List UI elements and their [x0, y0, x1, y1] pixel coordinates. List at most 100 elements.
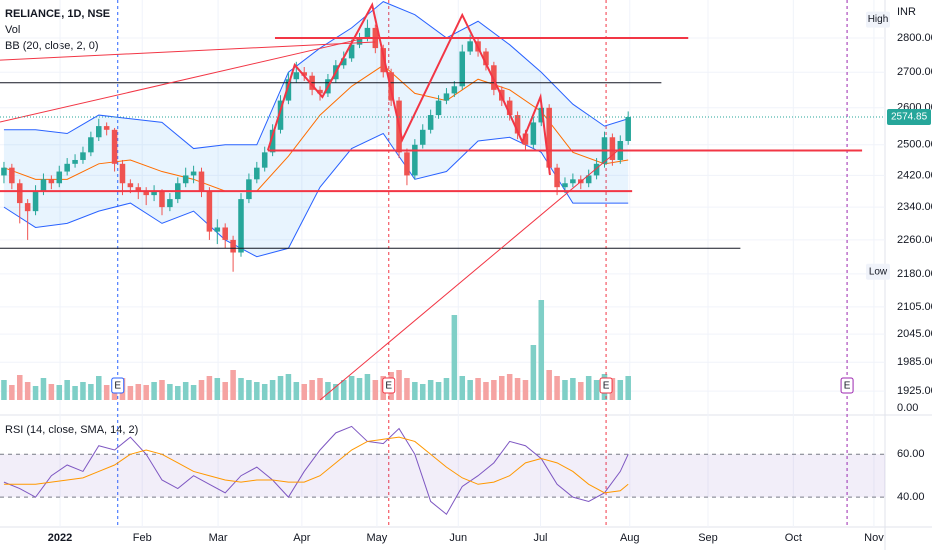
- candle-body: [483, 51, 489, 66]
- candle-body: [593, 163, 600, 176]
- x-tick-label: Jul: [533, 532, 547, 544]
- candle-body: [277, 100, 284, 130]
- candle-body: [80, 152, 86, 160]
- y-tick-label: 2045.00: [897, 328, 932, 340]
- volume-bar: [56, 385, 63, 400]
- volume-bar: [538, 300, 545, 400]
- volume-bar: [546, 370, 552, 400]
- volume-bar: [593, 380, 600, 400]
- rsi-band: [0, 454, 885, 498]
- volume-bar: [230, 370, 236, 400]
- volume-bar: [206, 376, 213, 400]
- candle-body: [182, 175, 189, 184]
- volume-bar: [309, 380, 315, 400]
- candle-body: [103, 126, 110, 130]
- volume-label: Vol: [5, 24, 20, 36]
- x-tick-label: 2022: [48, 532, 72, 544]
- volume-bar: [80, 382, 86, 400]
- trend-line: [266, 2, 551, 176]
- event-box: [840, 377, 854, 394]
- volume-bar: [293, 382, 300, 400]
- candle-body: [32, 191, 39, 212]
- rsi-tick-label: 40.00: [897, 491, 925, 503]
- volume-bar: [404, 378, 410, 400]
- candle-body: [340, 58, 347, 66]
- volume-bar: [222, 382, 228, 400]
- candle-body: [419, 129, 426, 145]
- symbol: RELIANCE, 1D, NSE: [5, 8, 110, 20]
- candle-body: [24, 203, 31, 212]
- volume-bar: [459, 376, 466, 400]
- candle-body: [317, 89, 323, 94]
- volume-bar: [506, 374, 513, 400]
- volume-bar: [585, 376, 592, 400]
- volume-bar: [88, 384, 94, 400]
- candle-body: [261, 152, 268, 168]
- volume-bar: [498, 376, 505, 400]
- volume-bar: [348, 376, 355, 400]
- last-price-label: 2574.85: [891, 112, 928, 123]
- volume-bar: [64, 380, 70, 400]
- candle-body: [9, 167, 15, 184]
- bb-lower: [3, 132, 629, 258]
- event-label: E: [114, 381, 121, 392]
- candle-body: [554, 167, 560, 188]
- candle-body: [585, 175, 592, 184]
- candle-body: [96, 126, 102, 138]
- y-tick-label: 1925.00: [897, 385, 932, 397]
- candle-body: [404, 152, 410, 176]
- volume-bar: [317, 378, 323, 400]
- volume-tick-label: 0.00: [897, 402, 918, 414]
- volume-bar: [96, 376, 102, 400]
- candle-body: [88, 137, 94, 153]
- volume-bar: [578, 382, 584, 400]
- volume-bar: [356, 378, 363, 400]
- y-tick-label: 2420.00: [897, 169, 932, 181]
- rsi-tick-label: 60.00: [897, 448, 925, 460]
- rsi-label: RSI (14, close, SMA, 14, 2): [5, 424, 138, 436]
- high-label: High: [868, 14, 889, 25]
- candle-body: [222, 227, 228, 240]
- candle-body: [238, 199, 244, 253]
- volume-bar: [514, 378, 521, 400]
- volume-bar: [427, 380, 434, 400]
- candle-body: [230, 239, 236, 253]
- volume-bar: [175, 386, 181, 400]
- candle-body: [546, 107, 552, 168]
- candle-body: [127, 183, 134, 188]
- y-tick-label: 2180.00: [897, 268, 932, 280]
- trend-line: [319, 148, 621, 401]
- candle-body: [356, 37, 363, 45]
- candle-body: [293, 72, 300, 80]
- candle-body: [491, 65, 497, 90]
- volume-bar: [190, 385, 197, 400]
- volume-bar: [475, 378, 481, 400]
- x-tick-label: Apr: [293, 532, 310, 544]
- candle-body: [111, 129, 118, 164]
- volume-bar: [198, 380, 205, 400]
- candle-body: [151, 191, 157, 196]
- trend-line: [0, 36, 370, 123]
- candle-body: [530, 122, 537, 145]
- y-tick-label: 2500.00: [897, 139, 932, 151]
- bb-label: BB (20, close, 2, 0): [5, 40, 99, 52]
- volume-bar: [617, 380, 624, 400]
- high-box: [866, 11, 890, 28]
- volume-bar: [1, 380, 7, 400]
- candle-body: [135, 187, 142, 192]
- currency: INR: [897, 6, 916, 18]
- volume-bar: [254, 382, 260, 400]
- x-tick-label: Mar: [209, 532, 228, 544]
- trend-line: [0, 41, 376, 61]
- event-box: [599, 377, 613, 394]
- volume-bar: [467, 380, 473, 400]
- x-tick-label: Nov: [864, 532, 884, 544]
- x-tick-label: Feb: [133, 532, 152, 544]
- volume-bar: [443, 378, 450, 400]
- candle-body: [48, 179, 55, 184]
- volume-bar: [159, 380, 165, 400]
- rsi-sma: [3, 436, 629, 494]
- volume-bar: [412, 382, 418, 400]
- candle-body: [40, 179, 47, 192]
- x-tick-label: Aug: [620, 532, 640, 544]
